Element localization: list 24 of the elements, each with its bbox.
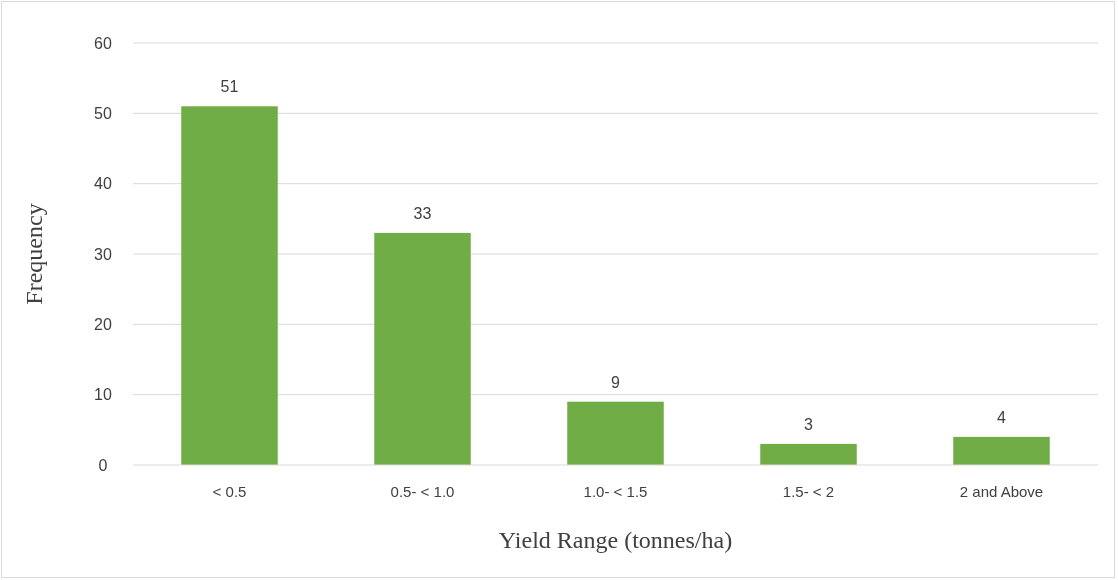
- x-tick-label: 1.5- < 2: [782, 483, 835, 500]
- bar: [567, 401, 664, 465]
- data-label: 4: [997, 408, 1007, 426]
- data-label: 51: [220, 78, 239, 96]
- y-tick-label: 50: [94, 104, 112, 122]
- bar: [760, 443, 857, 465]
- data-label: 3: [804, 415, 814, 433]
- y-tick-label: 10: [94, 386, 112, 404]
- y-tick-label: 20: [94, 315, 112, 333]
- x-axis-title: Yield Range (tonnes/ha): [498, 527, 733, 553]
- bar: [374, 232, 471, 465]
- x-tick-label: < 0.5: [212, 483, 247, 500]
- x-tick-label: 0.5- < 1.0: [390, 483, 455, 500]
- y-tick-label: 40: [94, 175, 112, 193]
- y-tick-label: 60: [94, 34, 112, 52]
- y-tick-label: 0: [98, 456, 108, 474]
- bar: [181, 106, 278, 465]
- y-tick-label: 30: [94, 245, 112, 263]
- x-tick-label: 2 and Above: [959, 483, 1044, 500]
- bar: [953, 436, 1050, 465]
- x-tick-label: 1.0- < 1.5: [583, 483, 648, 500]
- y-axis-title: Frequency: [21, 203, 47, 305]
- data-label: 9: [611, 373, 621, 391]
- data-label: 33: [413, 204, 432, 222]
